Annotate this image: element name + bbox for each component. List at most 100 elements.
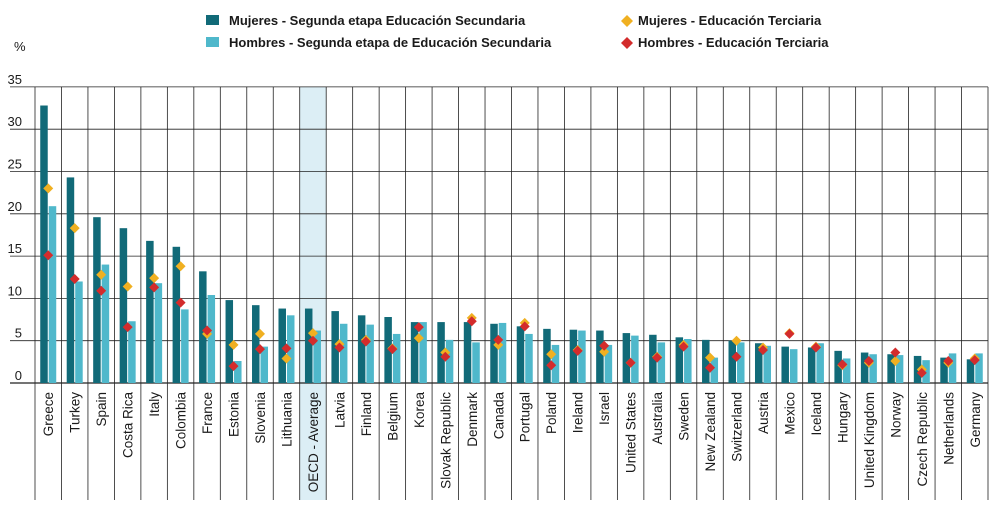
marker-women-tertiary bbox=[890, 356, 901, 367]
legend-swatch-men-secondary bbox=[206, 37, 219, 47]
bar-women-secondary bbox=[225, 300, 234, 383]
bar-men-secondary bbox=[895, 355, 904, 383]
marker-men-tertiary bbox=[572, 345, 583, 356]
y-tick-label: 10 bbox=[8, 283, 22, 298]
bar-men-secondary bbox=[48, 206, 57, 383]
bar-men-secondary bbox=[366, 324, 374, 383]
bar-women-secondary bbox=[622, 333, 631, 383]
bar-men-secondary bbox=[392, 333, 401, 383]
x-tick-label: Italy bbox=[147, 392, 162, 417]
x-tick-label: Belgium bbox=[385, 392, 400, 441]
x-tick-label: Sweden bbox=[677, 392, 692, 441]
x-tick-label: Austria bbox=[756, 392, 771, 435]
marker-women-tertiary bbox=[69, 223, 80, 234]
x-tick-label: Costa Rica bbox=[121, 392, 136, 459]
bar-men-secondary bbox=[948, 353, 957, 383]
marker-men-tertiary bbox=[307, 335, 318, 346]
x-tick-label: Poland bbox=[544, 392, 559, 434]
x-tick-label: Czech Republic bbox=[915, 392, 930, 487]
marker-women-tertiary bbox=[599, 346, 610, 357]
bar-men-secondary bbox=[578, 330, 586, 383]
bar-women-secondary bbox=[543, 328, 551, 383]
bar-men-secondary bbox=[842, 358, 851, 383]
x-tick-label: Greece bbox=[41, 392, 56, 436]
marker-men-tertiary bbox=[784, 328, 795, 339]
marker-men-tertiary bbox=[546, 360, 557, 371]
x-tick-label: Korea bbox=[412, 392, 427, 429]
bar-women-secondary bbox=[146, 240, 154, 383]
bar-men-secondary bbox=[207, 295, 216, 383]
marker-men-tertiary bbox=[43, 250, 54, 261]
bar-women-secondary bbox=[569, 329, 578, 383]
x-tick-label: Latvia bbox=[332, 392, 347, 429]
bar-men-secondary bbox=[419, 322, 427, 383]
marker-men-tertiary bbox=[122, 322, 133, 333]
bar-men-secondary bbox=[286, 315, 295, 383]
x-tick-label: OECD - Average bbox=[306, 392, 321, 492]
bar-women-secondary bbox=[490, 323, 498, 383]
marker-women-tertiary bbox=[96, 269, 107, 280]
bar-women-secondary bbox=[702, 339, 710, 383]
bar-men-secondary bbox=[816, 343, 824, 383]
bar-women-secondary bbox=[834, 350, 842, 383]
marker-women-tertiary bbox=[705, 352, 716, 363]
bar-men-secondary bbox=[339, 323, 348, 383]
legend: Mujeres - Segunda etapa Educación Secund… bbox=[206, 13, 829, 50]
x-tick-label: Iceland bbox=[809, 392, 824, 436]
marker-men-tertiary bbox=[890, 347, 901, 358]
marker-men-tertiary bbox=[96, 285, 107, 296]
x-tick-label: Colombia bbox=[174, 392, 189, 450]
bar-women-secondary bbox=[940, 357, 948, 383]
legend-marker-women-tertiary bbox=[621, 15, 633, 27]
marker-men-tertiary bbox=[493, 334, 504, 345]
bar-men-secondary bbox=[234, 361, 242, 383]
marker-men-tertiary bbox=[599, 340, 610, 351]
marker-men-tertiary bbox=[625, 357, 636, 368]
marker-women-tertiary bbox=[307, 328, 318, 339]
bar-women-secondary bbox=[887, 354, 895, 383]
y-tick-label: 30 bbox=[8, 114, 22, 129]
bar-women-secondary bbox=[966, 359, 975, 383]
bar-women-secondary bbox=[278, 308, 286, 383]
bar-women-secondary bbox=[516, 326, 525, 383]
x-tick-label: Portugal bbox=[518, 392, 533, 442]
bar-women-secondary bbox=[728, 340, 737, 383]
bar-men-secondary bbox=[101, 264, 110, 383]
x-tick-label: Lithuania bbox=[279, 392, 294, 447]
y-tick-label: 25 bbox=[8, 157, 22, 172]
marker-men-tertiary bbox=[943, 356, 954, 367]
bar-women-secondary bbox=[252, 305, 260, 383]
marker-men-tertiary bbox=[281, 343, 292, 354]
marker-men-tertiary bbox=[387, 344, 398, 355]
bar-men-secondary bbox=[181, 309, 189, 383]
x-tick-label: Spain bbox=[94, 392, 109, 427]
bar-men-secondary bbox=[551, 344, 560, 383]
plot-area: 0 5 10 15 20 25 30 35 Greece Turkey Spain Costa Ric… bbox=[8, 72, 989, 501]
x-tick-label: Canada bbox=[491, 392, 506, 440]
x-tick-label: United States bbox=[624, 392, 639, 473]
marker-men-tertiary bbox=[969, 355, 980, 366]
marker-men-tertiary bbox=[837, 359, 848, 370]
y-axis-unit-label: % bbox=[14, 39, 26, 54]
marker-men-tertiary bbox=[652, 352, 663, 363]
x-tick-label: Switzerland bbox=[730, 392, 745, 462]
x-tick-label: Turkey bbox=[68, 392, 83, 433]
bar-men-secondary bbox=[260, 346, 269, 383]
marker-men-tertiary bbox=[916, 367, 927, 378]
x-tick-label: United Kingdom bbox=[862, 392, 877, 488]
bar-women-secondary bbox=[199, 271, 207, 383]
x-tick-label: Norway bbox=[888, 392, 903, 438]
bar-women-secondary bbox=[675, 337, 684, 383]
x-tick-label: Denmark bbox=[465, 392, 480, 447]
bar-women-secondary bbox=[649, 334, 657, 383]
bar-men-secondary bbox=[975, 353, 983, 383]
bar-women-secondary bbox=[807, 347, 816, 383]
marker-women-tertiary bbox=[122, 281, 133, 292]
bar-men-secondary bbox=[498, 322, 507, 383]
bar-women-secondary bbox=[40, 105, 48, 384]
legend-label-women-secondary: Mujeres - Segunda etapa Educación Secund… bbox=[229, 13, 526, 28]
marker-men-tertiary bbox=[202, 325, 213, 336]
bar-women-secondary bbox=[172, 246, 181, 383]
bar-women-secondary bbox=[119, 228, 128, 383]
